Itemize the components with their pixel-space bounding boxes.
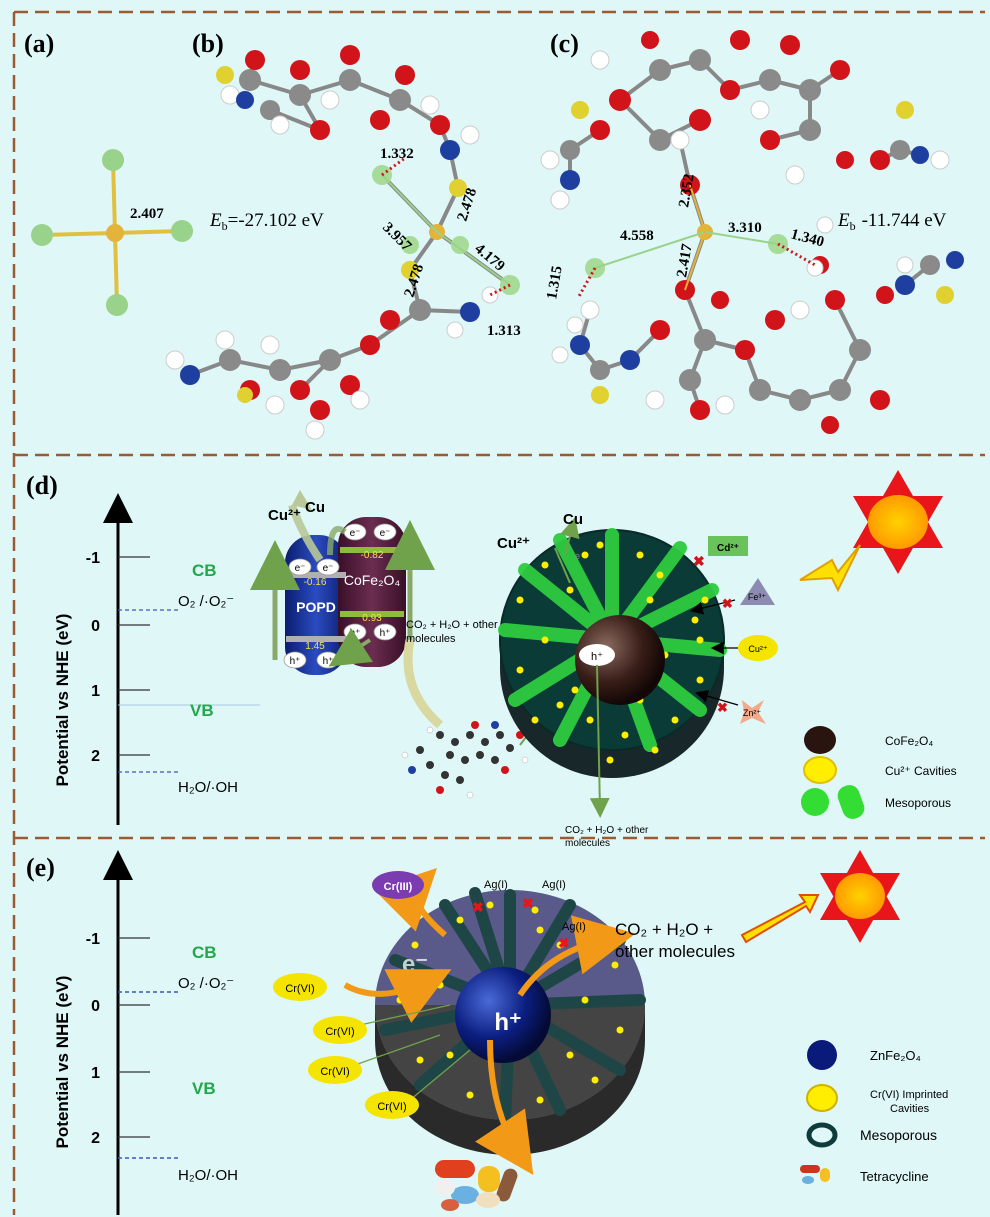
legend-cavity-label-2: Cavities: [890, 1103, 930, 1115]
panel-d-tick-1: -1: [86, 550, 100, 567]
panel-e-vb: VB: [192, 1079, 216, 1098]
panel-b-dist-1: 1.332: [380, 146, 414, 162]
panel-a-bond-length: 2.407: [130, 206, 164, 222]
panel-d-e-small: e: [575, 551, 580, 561]
panel-d-cb: CB: [192, 561, 217, 580]
panel-label-a: (a): [24, 29, 54, 58]
cr6-label-2: Cr(VI): [325, 1026, 354, 1038]
panel-d-o2: O₂ /·O₂⁻: [178, 593, 234, 610]
panel-label-d: (d): [26, 471, 58, 500]
panel-e-electron: e⁻: [402, 951, 428, 978]
panel-d-cu-right: Cu: [563, 511, 583, 528]
panel-d-vb: VB: [190, 701, 214, 720]
legend-cavity-swatch: [807, 1085, 837, 1111]
h-label: h⁺: [380, 628, 391, 639]
panel-d-tick-4: 2: [91, 748, 100, 765]
block-x-icon: ✖: [522, 895, 534, 911]
popd-vb-value: 1.45: [305, 641, 325, 652]
cofe-vb-value: 0.93: [362, 613, 382, 624]
legend-znfe-label: ZnFe₂O₄: [870, 1048, 921, 1063]
ion-cu: Cu²⁺: [748, 644, 768, 654]
legend-meso-label: Mesoporous: [885, 796, 951, 810]
ag-label-2: Ag(I): [542, 879, 566, 891]
panel-label-c: (c): [550, 29, 579, 58]
e-label: e⁻: [295, 563, 306, 574]
legend-cofe-label: CoFe₂O₄: [885, 734, 933, 748]
ion-cd: Cd²⁺: [717, 543, 739, 554]
legend-cavity-swatch: [804, 757, 836, 783]
h-label: h⁺: [323, 656, 334, 667]
cofe-cb-value: -0.82: [361, 550, 384, 561]
panel-label-e: (e): [26, 853, 55, 882]
panel-e-tick-2: 0: [91, 998, 100, 1015]
h-label: h⁺: [350, 628, 361, 639]
ag-label-1: Ag(I): [484, 879, 508, 891]
ion-fe: Fe³⁺: [748, 592, 767, 602]
legend-cavity-label: Cu²⁺ Cavities: [885, 764, 957, 778]
panel-e-tick-4: 2: [91, 1130, 100, 1147]
panel-d-axis-label: Potential vs NHE (eV): [53, 614, 72, 787]
panel-e-tick-3: 1: [91, 1065, 100, 1082]
panel-d-cu2-left: Cu²⁺: [268, 507, 301, 524]
ion-zn: Zn²⁺: [743, 708, 762, 718]
legend-cofe-swatch: [804, 726, 836, 754]
legend-meso-sphere-swatch: [801, 788, 829, 816]
popd-cb-value: -0.16: [304, 577, 327, 588]
cr6-label-3: Cr(VI): [320, 1066, 349, 1078]
cofe-label: CoFe₂O₄: [344, 572, 401, 588]
block-x-icon: ✖: [558, 935, 570, 951]
ag-label-3: Ag(I): [562, 921, 586, 933]
legend-znfe-swatch: [807, 1040, 837, 1070]
panel-c-dist-3: 3.310: [728, 220, 762, 236]
panel-d-cu2-right: Cu²⁺: [497, 535, 530, 552]
panel-e-cb: CB: [192, 943, 217, 962]
panel-label-b: (b): [192, 29, 224, 58]
e-label: e⁻: [380, 528, 391, 539]
panel-d-hole: h⁺: [591, 651, 603, 663]
panel-d-cu-left: Cu: [305, 499, 325, 516]
cr6-label-4: Cr(VI): [377, 1101, 406, 1113]
legend-tetracycline-label: Tetracycline: [860, 1169, 929, 1184]
panel-c-dist-2: 4.558: [620, 228, 654, 244]
h-label: h⁺: [290, 656, 301, 667]
block-x-icon: ✖: [472, 899, 484, 915]
e-label: e⁻: [350, 528, 361, 539]
panel-d-tick-2: 0: [91, 618, 100, 635]
panel-d-h2o: H₂O/·OH: [178, 779, 238, 796]
legend-cavity-label: Cr(VI) Imprinted: [870, 1089, 948, 1101]
block-x-icon: ✖: [717, 700, 728, 715]
panel-e-h2o: H₂O/·OH: [178, 1167, 238, 1184]
cr3-label: Cr(III): [384, 881, 413, 893]
e-label: e⁻: [323, 563, 334, 574]
block-x-icon: ✖: [693, 553, 705, 569]
panel-e-o2: O₂ /·O₂⁻: [178, 975, 234, 992]
cr6-label-1: Cr(VI): [285, 983, 314, 995]
legend-meso-label: Mesoporous: [860, 1127, 937, 1143]
panel-b-dist-6: 1.313: [487, 323, 521, 339]
popd-label: POPD: [296, 599, 336, 615]
panel-e-hole: h⁺: [494, 1009, 521, 1036]
panel-e-tick-1: -1: [86, 931, 100, 948]
panel-d-tick-3: 1: [91, 683, 100, 700]
panel-e-axis-label: Potential vs NHE (eV): [53, 976, 72, 1149]
block-x-icon: ✖: [722, 596, 733, 611]
